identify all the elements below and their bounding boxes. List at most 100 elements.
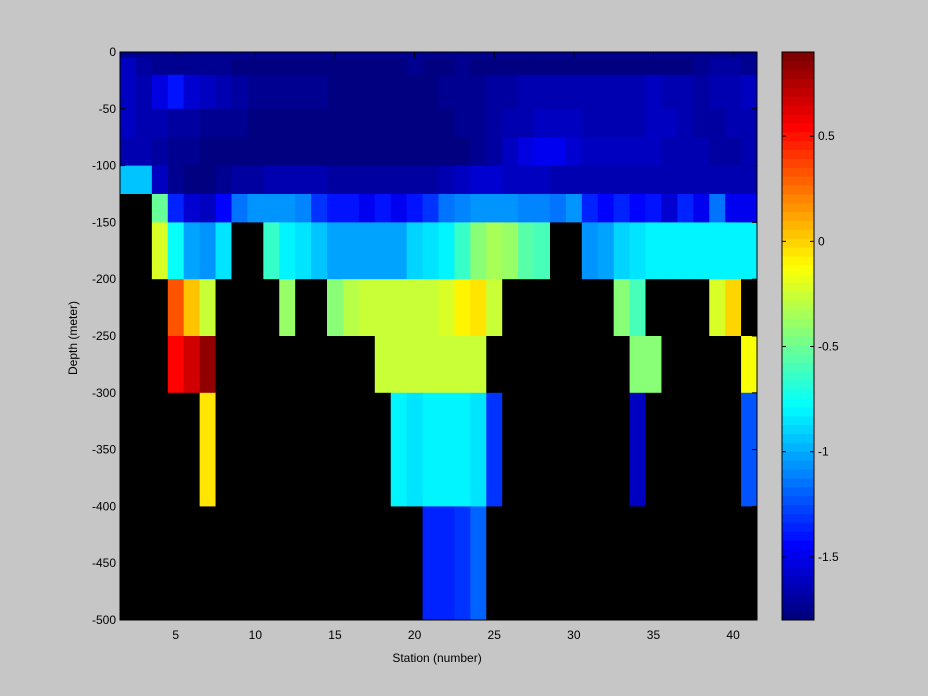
heatmap-cell (199, 506, 216, 621)
heatmap-cell (342, 165, 360, 195)
heatmap-cell (470, 57, 487, 76)
heatmap-cell (741, 279, 758, 337)
heatmap-cell (422, 137, 439, 166)
heatmap-cell (151, 392, 169, 507)
heatmap-cell (247, 392, 264, 507)
x-tick-label: 30 (567, 628, 581, 642)
heatmap-cell (358, 222, 376, 280)
heatmap-cell (741, 137, 758, 166)
heatmap-cell (358, 57, 376, 76)
heatmap-cell (135, 74, 153, 110)
heatmap-cell (518, 52, 535, 59)
heatmap-cell (581, 336, 599, 394)
heatmap-cell (263, 74, 280, 110)
heatmap-cell (597, 392, 615, 507)
heatmap-cell (565, 336, 583, 394)
heatmap-cell (693, 108, 710, 138)
heatmap-cell (167, 165, 185, 195)
colorbar: 0.5 0 -0.5 -1 -1.5 (781, 51, 839, 621)
heatmap-cell (677, 194, 694, 223)
heatmap-cell (725, 137, 742, 166)
heatmap-cell (661, 137, 678, 166)
heatmap-cell (390, 108, 408, 138)
heatmap-cell (279, 279, 296, 337)
heatmap-cell (677, 57, 694, 76)
heatmap-cell (741, 222, 758, 280)
heatmap-cell (311, 194, 328, 223)
heatmap-cell (613, 137, 630, 166)
heatmap-cell (470, 137, 487, 166)
heatmap-cell (629, 194, 646, 223)
heatmap-cell (215, 506, 232, 621)
heatmap-cell (327, 392, 344, 507)
heatmap-cell (231, 165, 248, 195)
colorbar-swatch (782, 87, 814, 97)
heatmap-cell (231, 194, 248, 223)
heatmap-cell (581, 392, 599, 507)
heatmap-cell (518, 57, 535, 76)
heatmap-cell (454, 137, 471, 166)
colorbar-swatch (782, 60, 814, 71)
heatmap-cell (502, 74, 519, 110)
heatmap-cell (406, 336, 423, 394)
heatmap-cell (518, 506, 535, 621)
heatmap-cell (263, 222, 280, 280)
colorbar-swatch (782, 336, 814, 346)
heatmap-cell (613, 506, 630, 621)
heatmap-cell (581, 165, 599, 195)
heatmap-cell (135, 506, 153, 621)
heatmap-cell (565, 108, 583, 138)
heatmap-cell (725, 392, 742, 507)
heatmap-cell (295, 57, 312, 76)
heatmap-cell (677, 52, 694, 59)
heatmap-cell (167, 222, 185, 280)
heatmap-cell (549, 74, 567, 110)
heatmap-cell (454, 194, 471, 223)
heatmap-cell (693, 57, 710, 76)
heatmap-cell (454, 336, 471, 394)
heatmap-cell (247, 74, 264, 110)
heatmap-cell (135, 336, 153, 394)
heatmap-cell (581, 74, 599, 110)
heatmap-cell (661, 222, 678, 280)
heatmap-cell (454, 52, 471, 59)
heatmap-cell (502, 392, 519, 507)
colorbar-swatch (782, 282, 814, 293)
heatmap-cell (390, 506, 408, 621)
heatmap-cell (295, 194, 312, 223)
heatmap-cell (693, 222, 710, 280)
heatmap-cell (741, 194, 758, 223)
heatmap-cell (645, 108, 662, 138)
heatmap-cell (502, 137, 519, 166)
heatmap-cell (549, 165, 567, 195)
heatmap-cell (183, 52, 201, 59)
heatmap-cell (661, 108, 678, 138)
heatmap-cell (342, 108, 360, 138)
heatmap-cell (565, 279, 583, 337)
heatmap-cell (135, 279, 153, 337)
heatmap-cell (597, 336, 615, 394)
heatmap-cell (295, 137, 312, 166)
heatmap-cell (167, 137, 185, 166)
heatmap-cell (215, 194, 232, 223)
heatmap-cell (247, 222, 264, 280)
heatmap-cell (709, 279, 726, 337)
colorbar-swatch (782, 194, 814, 204)
heatmap-cell (327, 194, 344, 223)
heatmap-cell (311, 57, 328, 76)
heatmap-cell (645, 57, 662, 76)
heatmap-cell (534, 392, 551, 507)
colorbar-swatch (782, 105, 814, 115)
heatmap-cell (725, 222, 742, 280)
heatmap-cell (135, 52, 153, 59)
heatmap-cell (311, 137, 328, 166)
heatmap-cell (661, 279, 678, 337)
colorbar-swatch (782, 460, 814, 470)
heatmap-cell (661, 74, 678, 110)
heatmap-cell (629, 279, 646, 337)
heatmap-cell (629, 52, 646, 59)
heatmap-cell (167, 194, 185, 223)
heatmap-cell (613, 108, 630, 138)
heatmap-cell (549, 336, 567, 394)
heatmap-cell (231, 336, 248, 394)
